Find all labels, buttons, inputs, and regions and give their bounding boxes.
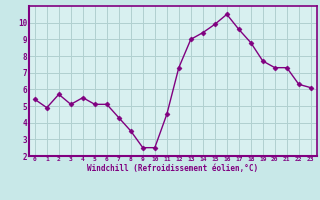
X-axis label: Windchill (Refroidissement éolien,°C): Windchill (Refroidissement éolien,°C) [87,164,258,173]
